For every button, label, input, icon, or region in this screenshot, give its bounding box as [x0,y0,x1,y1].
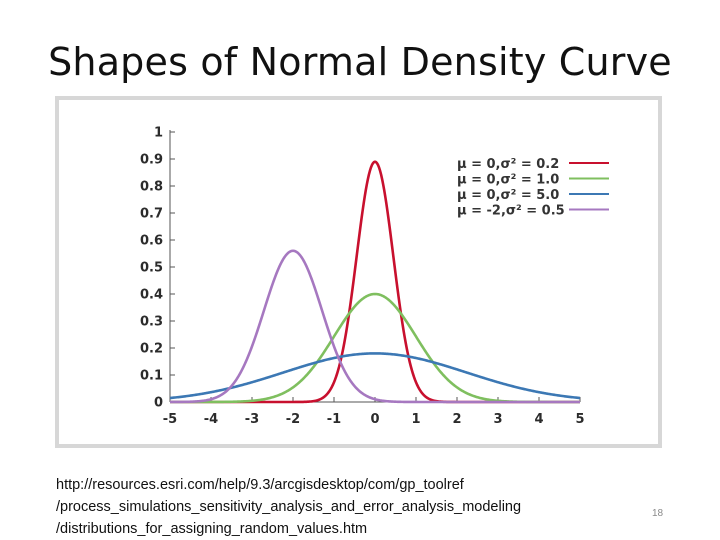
y-tick-label: 0.6 [140,234,163,249]
y-tick-label: 0.2 [140,342,163,357]
slide-number: 18 [652,508,664,519]
slide-title: Shapes of Normal Density Curve [48,40,672,84]
density-curve-4 [169,249,581,404]
source-url[interactable]: http://resources.esri.com/help/9.3/arcgi… [56,474,616,540]
y-tick-label: 0.3 [140,315,163,330]
source-url-line[interactable]: http://resources.esri.com/help/9.3/arcgi… [56,477,464,493]
y-tick-label: 0.8 [140,180,163,195]
figure-frame: 0 0.1 0.2 0.3 0.4 0.5 0.6 0.7 0.8 0.9 1 -5 -4 -3 -2 -1 0… [55,96,662,448]
normal-density-chart: 0 0.1 0.2 0.3 0.4 0.5 0.6 0.7 0.8 0.9 1 -5 -4 -3 -2 -1 0… [140,126,609,427]
x-tick-label: 1 [411,412,420,427]
legend-label-3: μ = 0,σ² = 5.0 [457,188,559,203]
y-tick-label: 0 [154,396,163,411]
x-tick-label: -4 [204,412,218,427]
x-tick-label: 0 [370,412,379,427]
x-tick-label: -3 [245,412,259,427]
x-tick-label: 5 [575,412,584,427]
legend-label-4: μ = -2,σ² = 0.5 [457,204,565,219]
x-tick-label: -2 [286,412,300,427]
x-tick-label: 3 [493,412,502,427]
y-tick-label: 0.7 [140,207,163,222]
x-tick-label: -1 [327,412,341,427]
y-tick-label: 0.9 [140,153,163,168]
legend-label-1: μ = 0,σ² = 0.2 [457,157,559,172]
y-tick-label: 0.1 [140,369,163,384]
legend-label-2: μ = 0,σ² = 1.0 [457,173,559,188]
chart-area: 0 0.1 0.2 0.3 0.4 0.5 0.6 0.7 0.8 0.9 1 -5 -4 -3 -2 -1 0… [59,100,658,444]
y-tick-label: 0.5 [140,261,163,276]
x-tick-label: 4 [534,412,543,427]
y-tick-label: 1 [154,126,163,141]
source-url-line[interactable]: /process_simulations_sensitivity_analysi… [56,499,522,515]
x-tick-label: -5 [163,412,177,427]
x-tick-label: 2 [452,412,461,427]
source-url-line[interactable]: /distributions_for_assigning_random_valu… [56,521,368,537]
y-tick-label: 0.4 [140,288,163,303]
density-curve-3 [169,352,581,400]
